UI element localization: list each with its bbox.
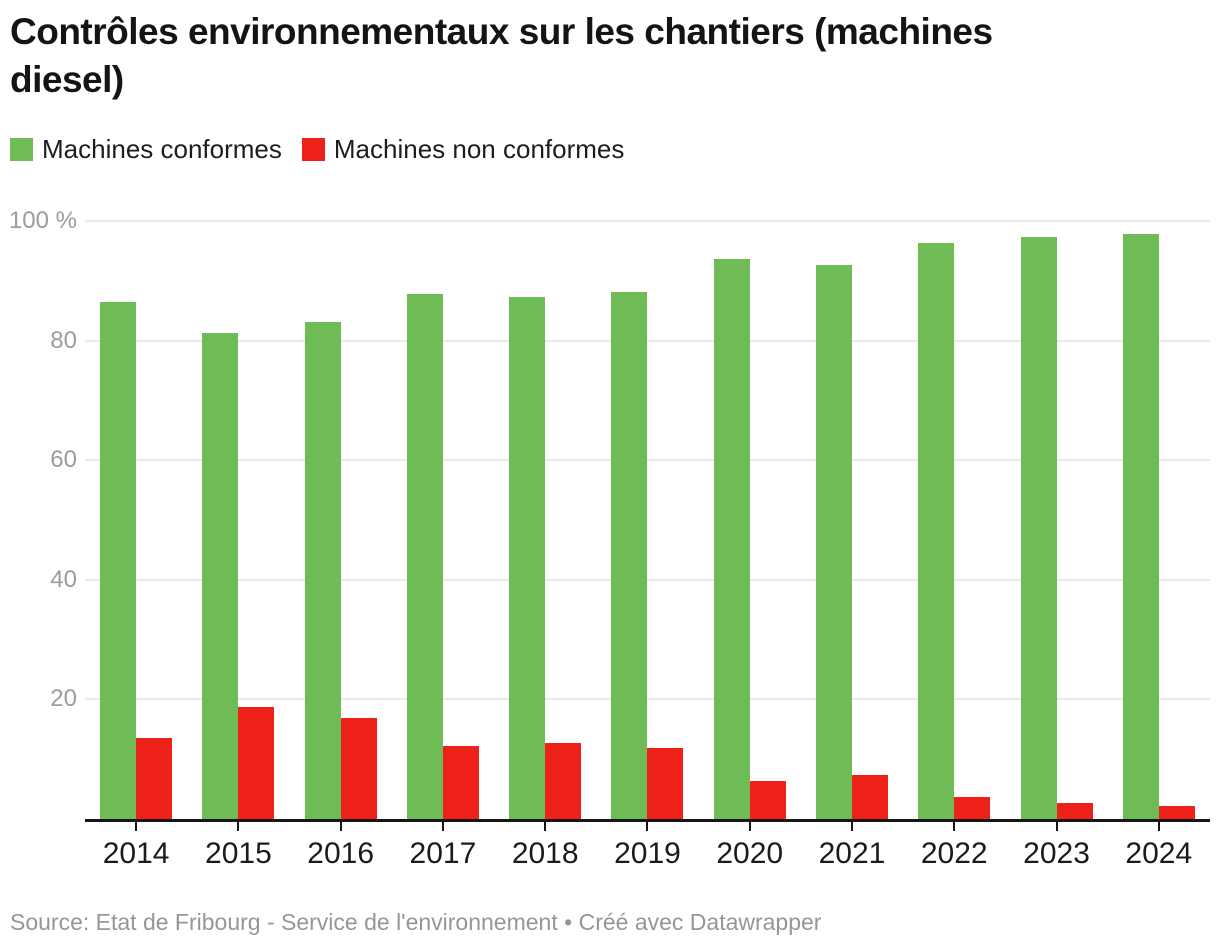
legend-label-non-conformes: Machines non conformes	[333, 134, 625, 164]
bar-2015-non-conformes[interactable]	[238, 706, 275, 819]
y-axis-label-100: 100 %	[8, 207, 77, 234]
x-tick-2024	[1108, 822, 1210, 831]
legend-swatch-non-conformes	[301, 138, 325, 161]
bar-2024-non-conformes[interactable]	[1158, 805, 1195, 819]
bar-2018-non-conformes[interactable]	[545, 743, 582, 819]
bar-group-2019	[596, 221, 698, 819]
bar-2016-conformes[interactable]	[304, 322, 341, 819]
gridline-80	[85, 339, 1210, 342]
x-axis-ticks	[85, 822, 1210, 831]
bar-2022-conformes[interactable]	[918, 243, 955, 819]
bar-2020-non-conformes[interactable]	[749, 781, 786, 819]
bar-2014-non-conformes[interactable]	[136, 737, 173, 819]
x-tick-2018	[494, 822, 596, 831]
legend-item-conformes: Machines conformes	[10, 134, 282, 165]
legend: Machines conformes Machines non conforme…	[10, 134, 1210, 165]
x-axis-label-2018: 2018	[511, 837, 579, 870]
x-axis-label-2019: 2019	[614, 837, 681, 870]
bar-group-2022	[903, 221, 1005, 819]
bar-2019-conformes[interactable]	[611, 292, 648, 819]
gridline-60	[85, 459, 1210, 462]
bar-2022-non-conformes[interactable]	[954, 796, 991, 819]
bar-group-2018	[494, 221, 596, 819]
x-axis-label-2017: 2017	[409, 837, 477, 870]
bar-2023-conformes[interactable]	[1020, 236, 1057, 819]
bar-groups	[85, 221, 1210, 819]
y-axis-label-20: 20	[50, 685, 77, 713]
bar-2024-conformes[interactable]	[1122, 234, 1159, 819]
legend-label-conformes: Machines conformes	[42, 134, 282, 164]
bar-2021-conformes[interactable]	[815, 264, 852, 819]
bar-2019-non-conformes[interactable]	[647, 747, 684, 819]
x-tick-2022	[903, 822, 1005, 831]
x-axis-label-2016: 2016	[307, 837, 375, 870]
x-axis-label-2020: 2020	[716, 837, 784, 870]
y-axis-label-60: 60	[50, 446, 77, 474]
bar-2020-conformes[interactable]	[713, 258, 750, 819]
bar-group-2017	[392, 221, 494, 819]
source-text: Source: Etat de Fribourg - Service de l'…	[10, 909, 558, 935]
bar-group-2023	[1005, 221, 1107, 819]
x-tick-2019	[596, 822, 698, 831]
gridline-40	[85, 578, 1210, 581]
x-tick-2014	[85, 822, 187, 831]
plot-area: 100 % 80 60 40 20	[9, 207, 1210, 822]
bar-2015-conformes[interactable]	[202, 333, 239, 819]
legend-swatch-conformes	[10, 138, 33, 161]
x-axis-label-2014: 2014	[102, 837, 170, 870]
bar-group-2014	[85, 221, 187, 819]
bar-2018-conformes[interactable]	[509, 296, 546, 819]
x-axis-label-2023: 2023	[1023, 837, 1090, 870]
x-tick-2016	[290, 822, 392, 831]
bar-2017-non-conformes[interactable]	[442, 746, 479, 819]
x-tick-2015	[187, 822, 289, 831]
y-axis-label-80: 80	[50, 326, 77, 354]
y-axis-label-40: 40	[50, 565, 77, 593]
chart-title: Contrôles environnementaux sur les chant…	[10, 8, 1210, 104]
x-tick-2020	[699, 822, 801, 831]
x-axis-label-2015: 2015	[205, 837, 272, 870]
bar-group-2024	[1108, 221, 1210, 819]
bar-2014-conformes[interactable]	[100, 302, 137, 819]
legend-item-non-conformes: Machines non conformes	[301, 134, 625, 165]
x-tick-2023	[1005, 822, 1107, 831]
gridline-20	[85, 698, 1210, 701]
bar-group-2015	[187, 221, 289, 819]
x-axis-label-2024: 2024	[1125, 837, 1193, 870]
bar-2021-non-conformes[interactable]	[851, 775, 888, 819]
bar-group-2021	[801, 221, 903, 819]
bar-2023-non-conformes[interactable]	[1056, 803, 1093, 819]
source-line: Source: Etat de Fribourg - Service de l'…	[10, 909, 1210, 936]
bar-2017-conformes[interactable]	[406, 293, 443, 819]
x-tick-2017	[392, 822, 494, 831]
x-axis-label-2022: 2022	[920, 837, 988, 870]
datawrapper-credit: Créé avec Datawrapper	[578, 909, 822, 935]
separator-dot: •	[564, 909, 573, 935]
chart-title-line2: diesel)	[10, 59, 124, 100]
bar-group-2016	[290, 221, 392, 819]
x-axis-labels: 2014 2015 2016 2017 2018 2019 2020 2021 2022 2023…	[85, 837, 1210, 871]
chart-title-line1: Contrôles environnementaux sur les chant…	[10, 11, 993, 52]
x-tick-2021	[801, 822, 903, 831]
bar-group-2020	[699, 221, 801, 819]
bar-2016-non-conformes[interactable]	[340, 717, 377, 819]
gridline-100	[85, 220, 1210, 222]
x-axis-label-2021: 2021	[818, 837, 886, 870]
